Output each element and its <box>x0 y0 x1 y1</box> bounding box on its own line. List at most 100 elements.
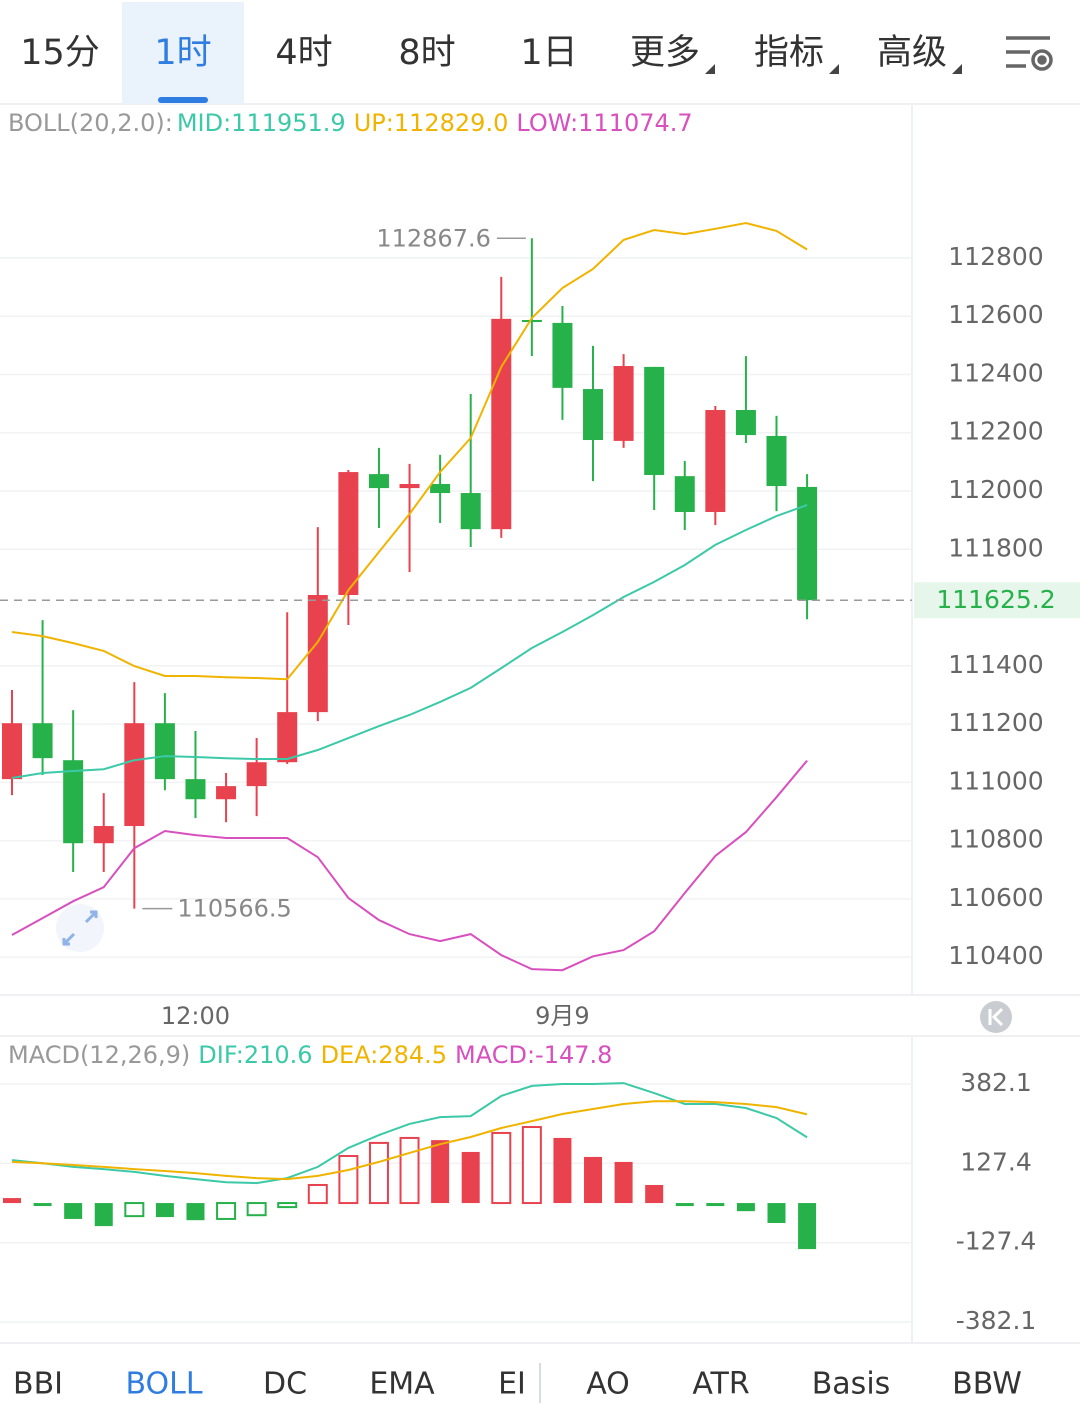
macd-bar <box>368 1141 389 1205</box>
indicator-tab[interactable]: BBI <box>13 1367 63 1402</box>
y-tick-label: 112600 <box>948 300 1043 329</box>
macd <box>3 1082 817 1250</box>
indicator-tab[interactable]: Basis <box>812 1367 891 1402</box>
candle-body <box>32 723 53 759</box>
macd-bar <box>155 1203 174 1218</box>
tab-highlight <box>122 2 244 104</box>
macd-bar <box>521 1126 542 1205</box>
candle-body <box>185 779 206 800</box>
candles <box>2 221 818 972</box>
macd-bar <box>767 1203 786 1223</box>
boll-line <box>11 221 808 681</box>
timeframe-tab[interactable]: 指标 <box>754 33 824 73</box>
candle-body <box>246 762 267 787</box>
y-tick-label: 111000 <box>948 766 1043 795</box>
candle-body <box>460 493 481 530</box>
current-price-label: 111625.2 <box>936 585 1055 614</box>
y-tick-label: 110800 <box>948 825 1043 854</box>
x-tick-label: 12:00 <box>161 1002 230 1030</box>
indicator-tab[interactable]: BBW <box>952 1367 1022 1402</box>
macd-bar <box>399 1136 420 1205</box>
candle-body <box>583 389 604 441</box>
y-tick-label: 111200 <box>948 708 1043 737</box>
macd-bar <box>798 1203 817 1250</box>
dropdown-caret <box>829 64 839 74</box>
indicator-tab[interactable]: BOLL <box>125 1367 202 1402</box>
candle-body <box>63 760 84 844</box>
y-tick-label: 112800 <box>948 242 1043 271</box>
macd-line <box>11 1100 808 1181</box>
macd-bar <box>186 1203 205 1221</box>
candle-body <box>399 484 420 489</box>
macd-bar <box>736 1203 755 1212</box>
candle-body <box>216 786 237 800</box>
macd-bar <box>645 1184 664 1204</box>
indicator-tab[interactable]: EI <box>498 1367 526 1402</box>
timeframe-tab[interactable]: 4时 <box>275 33 332 73</box>
expand-icon[interactable] <box>56 904 104 952</box>
legend-title: BOLL(20,2.0): <box>8 109 173 137</box>
timeframe-tab[interactable]: 8时 <box>398 33 455 73</box>
macd-bar <box>246 1202 267 1217</box>
legend: MACD(12,26,9) DIF:210.6 DEA:284.5 MACD:-147… <box>8 1041 612 1069</box>
candle-body <box>368 474 389 489</box>
candle-body <box>735 410 756 436</box>
y-tick-label: 382.1 <box>960 1068 1032 1097</box>
legend-entry: UP:112829.0 <box>354 109 509 137</box>
legend-entry: MACD:-147.8 <box>455 1041 612 1069</box>
dropdown-caret <box>705 64 715 74</box>
x-tick-label: 9月9 <box>535 1002 590 1030</box>
y-tick-label: 112400 <box>948 358 1043 387</box>
macd-bar <box>277 1202 298 1209</box>
legend-title: MACD(12,26,9) <box>8 1041 190 1069</box>
candle-body <box>277 712 298 763</box>
indicator-tab[interactable]: EMA <box>369 1367 435 1402</box>
dropdown-caret <box>952 64 962 74</box>
candle-body <box>552 322 573 388</box>
min-label: 110566.5 <box>177 895 292 923</box>
macd-bar <box>94 1203 113 1227</box>
candle-body <box>644 366 665 475</box>
settings-icon[interactable] <box>1006 36 1053 71</box>
timeframe-tab[interactable]: 更多 <box>630 33 700 73</box>
timeframe-tab[interactable]: 15分 <box>20 33 100 73</box>
indicator-tab[interactable]: DC <box>263 1367 307 1402</box>
macd-bar <box>675 1203 694 1207</box>
macd-bar <box>64 1203 83 1219</box>
y-tick-label: 112200 <box>948 417 1043 446</box>
candle-body <box>705 410 726 512</box>
y-tick-label: 127.4 <box>960 1147 1032 1176</box>
candle-body <box>766 435 787 487</box>
timeframe-tab[interactable]: 1日 <box>520 33 577 73</box>
y-tick-label: 112000 <box>948 475 1043 504</box>
candle-body <box>521 319 542 323</box>
boll-line <box>11 759 808 972</box>
legend: BOLL(20,2.0): MID:111951.9 UP:112829.0 LOW:… <box>8 109 693 137</box>
candle-body <box>674 476 695 512</box>
timeframe-tab[interactable]: 高级 <box>877 33 947 73</box>
legend-entry: DEA:284.5 <box>321 1041 447 1069</box>
legend-entry: LOW:111074.7 <box>516 109 692 137</box>
macd-bar <box>307 1183 328 1205</box>
candle-body <box>154 723 175 780</box>
macd-bar <box>584 1156 603 1204</box>
indicator-tab[interactable]: AO <box>586 1367 630 1402</box>
y-tick-label: -127.4 <box>956 1227 1037 1256</box>
macd-bar <box>338 1155 359 1205</box>
timeframe-tab[interactable]: 1时 <box>154 33 211 73</box>
candle-body <box>307 595 328 713</box>
candle-body <box>797 486 818 601</box>
indicator-tab[interactable]: ATR <box>692 1367 749 1402</box>
y-tick-label: 111400 <box>948 650 1043 679</box>
candle-body <box>124 723 145 827</box>
scroll-latest-button[interactable] <box>980 1001 1012 1033</box>
candle-body <box>491 318 512 530</box>
tab-indicator <box>158 97 208 103</box>
macd-bar <box>491 1131 512 1205</box>
macd-bar <box>216 1202 237 1220</box>
candle-body <box>430 484 451 494</box>
macd-bar <box>614 1161 633 1204</box>
macd-bar <box>706 1203 725 1207</box>
candle-body <box>2 723 22 780</box>
